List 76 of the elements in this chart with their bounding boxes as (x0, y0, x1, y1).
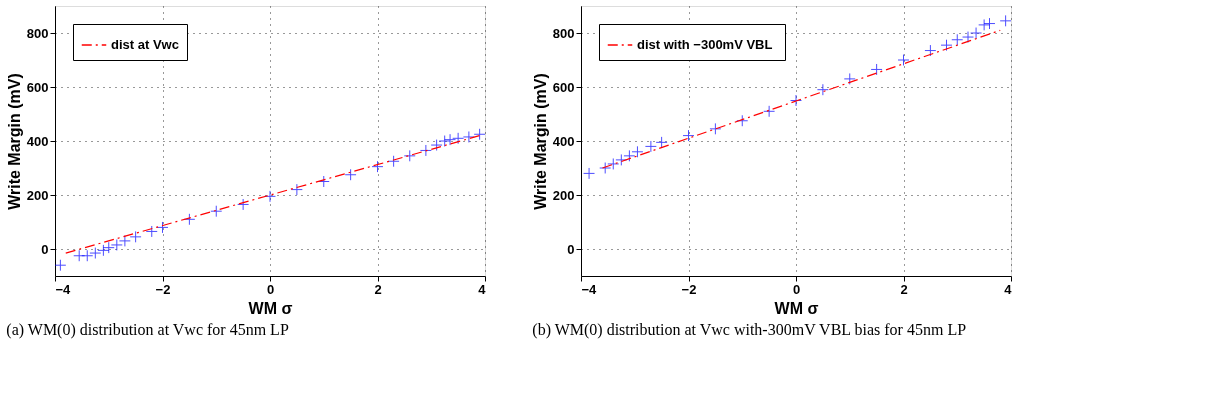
text: (b) WM(0) distribution at Vwc with-300mV VBL bias for 45nm LP (532, 321, 967, 339)
point (790, 94, 802, 107)
x-tick-label: 4 (1004, 281, 1013, 297)
y-axis-title: Write Margin (mV) (5, 73, 23, 210)
point (81, 249, 94, 262)
point (55, 259, 67, 272)
point (631, 145, 644, 158)
point (644, 140, 657, 153)
point (210, 205, 223, 218)
x-axis-title: WM σ (248, 299, 293, 317)
point (816, 83, 829, 96)
x-tick-label: −2 (681, 281, 697, 297)
x-tick-label: 4 (478, 281, 487, 297)
point (403, 149, 416, 162)
point (290, 183, 303, 196)
legend-label: dist with −300mV VBL (637, 37, 773, 52)
point (940, 39, 953, 52)
point (709, 122, 722, 135)
point (999, 14, 1011, 27)
x-tick-label: −4 (581, 281, 598, 297)
point (110, 238, 123, 251)
x-tick-label: −2 (155, 281, 171, 297)
point (145, 225, 158, 238)
point (599, 162, 612, 174)
point (97, 244, 110, 257)
point (962, 31, 974, 44)
point (897, 54, 910, 66)
point (924, 44, 937, 57)
point (951, 33, 964, 46)
point (452, 132, 465, 145)
point (473, 128, 485, 141)
x-tick-label: −4 (55, 281, 72, 297)
text: (a) WM(0) distribution at Vwc for 45nm LP (6, 321, 289, 339)
y-tick-label: 800 (26, 25, 49, 41)
point (623, 149, 636, 162)
point (344, 168, 357, 181)
x-axis-title: WM σ (774, 299, 819, 317)
point (970, 27, 983, 39)
point (430, 139, 443, 152)
point (438, 135, 451, 147)
y-tick-label: 800 (552, 25, 575, 41)
point (156, 221, 169, 234)
point (607, 157, 620, 170)
point (583, 167, 596, 180)
legend-label: dist at Vwc (111, 37, 179, 52)
y-tick-label: 400 (552, 133, 575, 149)
y-tick-label: 600 (552, 79, 575, 95)
point (870, 63, 883, 76)
x-tick-label: 2 (374, 281, 382, 297)
y-tick-label: 0 (567, 241, 575, 257)
point (419, 144, 432, 157)
point (118, 234, 131, 247)
y-tick-label: 200 (552, 187, 575, 203)
x-tick-label: 0 (792, 281, 801, 297)
point (371, 160, 384, 173)
point (983, 17, 996, 30)
y-tick-label: 400 (26, 133, 49, 149)
y-tick-label: 0 (41, 241, 49, 257)
y-tick-label: 600 (26, 79, 49, 95)
point (444, 133, 457, 146)
point (978, 18, 991, 31)
point (763, 105, 776, 118)
point (129, 230, 142, 243)
point (736, 114, 749, 127)
y-axis-title: Write Margin (mV) (531, 73, 549, 210)
point (237, 198, 250, 211)
x-tick-label: 2 (900, 281, 908, 297)
point (89, 247, 102, 260)
point (682, 129, 695, 142)
y-tick-label: 200 (26, 187, 49, 203)
point (462, 130, 475, 143)
x-tick-label: 0 (266, 281, 275, 297)
point (102, 241, 115, 254)
point (615, 153, 628, 166)
point (843, 72, 856, 85)
point (387, 155, 400, 168)
